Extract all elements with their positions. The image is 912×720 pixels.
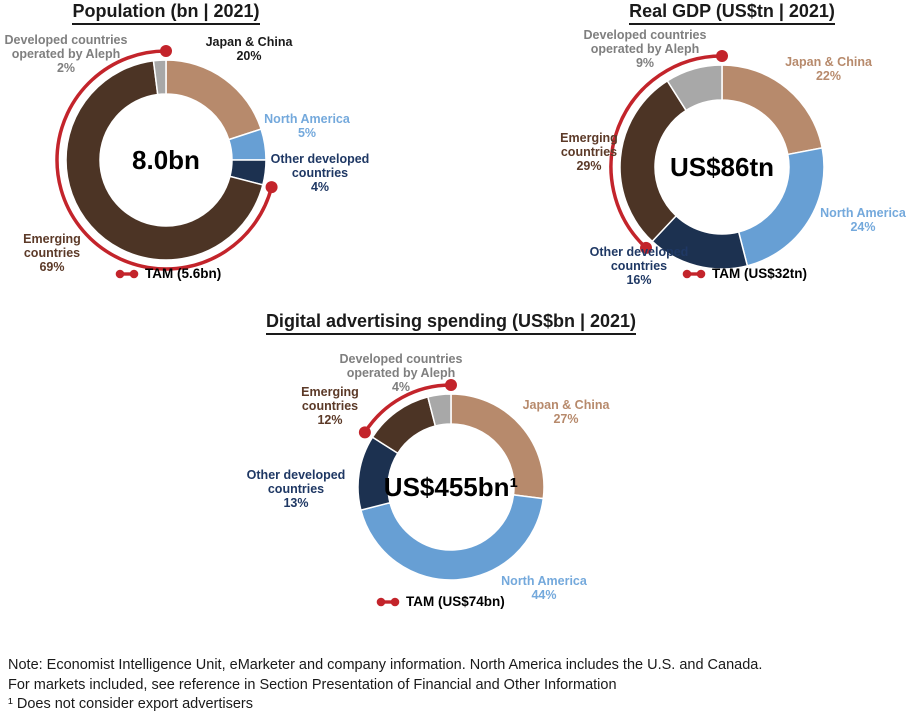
segment-label-developed-aleph: Developed countries operated by Aleph 9% [575, 28, 715, 70]
tam-label: TAM (US$32tn) [712, 266, 808, 281]
real-gdp-chart: Real GDP (US$tn | 2021) US$86tn Develope… [456, 0, 912, 310]
segment-label-pct: 44% [531, 588, 557, 602]
segment-label-text: Emerging countries [301, 385, 359, 413]
tam-arc [363, 383, 452, 434]
segment-label-pct: 69% [39, 260, 65, 274]
segment-label-pct: 4% [391, 380, 411, 394]
segment-label-text: Other developed countries [589, 245, 689, 273]
segment-label-text: Japan & China [785, 55, 872, 69]
chart-title: Digital advertising spending (US$bn | 20… [265, 310, 637, 335]
footnote-line: For markets included, see reference in S… [8, 676, 617, 693]
segment-label-pct: 4% [310, 180, 330, 194]
digital-ad-spending-chart: Digital advertising spending (US$bn | 20… [228, 310, 684, 650]
segment-label-north-america: North America 24% [808, 206, 912, 234]
digital-ad-title-wrap: Digital advertising spending (US$bn | 20… [251, 310, 651, 335]
segment-label-text: Developed countries operated by Aleph [4, 33, 128, 61]
tam-legend: TAM (US$32tn) [682, 266, 807, 281]
segment-label-pct: 2% [56, 61, 76, 75]
donut-segment [619, 79, 688, 243]
segment-label-text: Other developed countries [246, 468, 346, 496]
segment-label-developed-aleph: Developed countries operated by Aleph 4% [331, 352, 471, 394]
digital-ad-donut [357, 379, 545, 581]
segment-label-pct: 24% [850, 220, 876, 234]
segment-label-text: Emerging countries [23, 232, 81, 260]
segment-label-pct: 13% [283, 496, 309, 510]
tam-arc-endpoint-dot [160, 45, 172, 57]
segment-label-pct: 16% [626, 273, 652, 287]
donut-segment [65, 59, 264, 261]
segment-label-text: Developed countries operated by Aleph [583, 28, 707, 56]
chart-title: Real GDP (US$tn | 2021) [629, 0, 835, 25]
tam-label: TAM (5.6bn) [145, 266, 222, 281]
tam-legend: TAM (5.6bn) [115, 266, 221, 281]
segment-label-japan-china: Japan & China 22% [766, 55, 891, 83]
population-donut [55, 45, 278, 271]
tam-arc-endpoint-dot [358, 426, 371, 439]
donut-segment [152, 59, 167, 96]
segment-label-pct: 22% [815, 69, 842, 83]
segment-label-pct: 29% [576, 159, 602, 173]
real-gdp-donut [609, 50, 825, 270]
segment-label-other-developed: Other developed countries 16% [574, 245, 704, 287]
tam-label: TAM (US$74bn) [406, 594, 505, 609]
footnotes: Note: Economist Intelligence Unit, eMark… [8, 656, 898, 715]
segment-label-emerging: Emerging countries 12% [285, 385, 375, 427]
tam-arc-endpoint-dot [445, 379, 457, 391]
chart-title: Population (bn | 2021) [72, 0, 260, 25]
real-gdp-title-wrap: Real GDP (US$tn | 2021) [532, 0, 912, 25]
segment-label-other-developed: Other developed countries 4% [255, 152, 385, 194]
tam-arc [609, 54, 723, 250]
segment-label-text: North America [264, 112, 350, 126]
tam-dumbbell-icon [115, 269, 139, 279]
footnote-line: Note: Economist Intelligence Unit, eMark… [8, 657, 763, 673]
donut-segment [360, 494, 545, 581]
segment-label-text: Other developed countries [270, 152, 370, 180]
segment-label-north-america: North America 5% [247, 112, 367, 140]
donut-segment [666, 64, 723, 112]
tam-arc [55, 49, 274, 271]
tam-legend: TAM (US$74bn) [376, 594, 505, 609]
footnote-line: ¹ Does not consider export advertisers [8, 696, 253, 712]
tam-arc-endpoint-dot [640, 241, 653, 254]
donut-segment [426, 393, 452, 427]
segment-label-other-developed: Other developed countries 13% [231, 468, 361, 510]
segment-label-pct: 12% [317, 413, 343, 427]
segment-label-text: Emerging countries [560, 131, 618, 159]
segment-label-text: Developed countries operated by Aleph [339, 352, 463, 380]
segment-label-text: North America [820, 206, 906, 220]
tam-dumbbell-icon [682, 269, 706, 279]
segment-label-developed-aleph: Developed countries operated by Aleph 2% [0, 33, 136, 75]
segment-label-text: North America [501, 574, 587, 588]
population-title-wrap: Population (bn | 2021) [0, 0, 366, 25]
segment-label-emerging: Emerging countries 29% [543, 131, 635, 173]
segment-label-pct: 20% [236, 49, 262, 63]
segment-label-pct: 5% [297, 126, 317, 140]
tam-dumbbell-icon [376, 597, 400, 607]
tam-arc-endpoint-dot [716, 50, 728, 62]
segment-label-japan-china: Japan & China 27% [503, 398, 629, 426]
segment-label-north-america: North America 44% [484, 574, 604, 602]
segment-label-pct: 9% [635, 56, 655, 70]
segment-label-text: Japan & China [522, 398, 610, 412]
segment-label-pct: 27% [553, 412, 579, 426]
segment-label-emerging: Emerging countries 69% [7, 232, 97, 274]
segment-label-japan-china: Japan & China 20% [184, 35, 314, 63]
segment-label-text: Japan & China [205, 35, 293, 49]
tam-arc-endpoint-dot [265, 181, 278, 194]
population-chart: Population (bn | 2021) 8.0bn Developed c… [0, 0, 456, 310]
